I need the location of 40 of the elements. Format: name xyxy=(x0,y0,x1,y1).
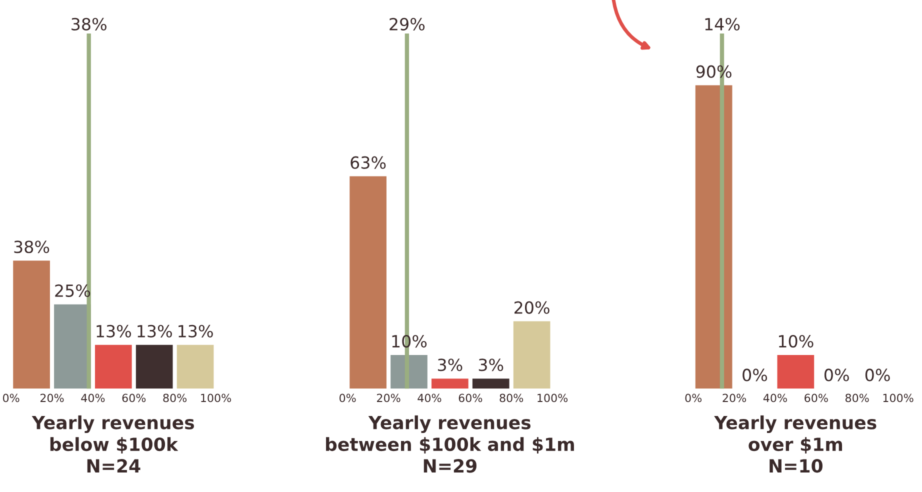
data-label: 38% xyxy=(14,240,50,254)
ref-line-label: 29% xyxy=(390,18,425,30)
x-axis-title: Yearly revenues between $100k and $1m N=29 xyxy=(326,415,574,473)
data-label: 20% xyxy=(514,301,550,314)
x-tick-label: 80% xyxy=(163,394,187,402)
x-tick-label: 60% xyxy=(122,394,146,402)
x-tick-label: 100% xyxy=(538,394,568,402)
x-tick-label: 20% xyxy=(40,394,64,402)
x-tick-label: 0% xyxy=(685,394,702,402)
bar xyxy=(513,321,550,389)
bar xyxy=(472,378,510,389)
x-tick-label: 80% xyxy=(845,394,869,402)
ref-line-label: 38% xyxy=(72,18,106,30)
x-tick-label: 20% xyxy=(376,394,400,402)
x-tick-label: 80% xyxy=(500,394,524,402)
data-label: 63% xyxy=(350,156,386,169)
data-label: 0% xyxy=(824,368,849,382)
x-tick-label: 0% xyxy=(2,394,20,402)
x-tick-label: 20% xyxy=(722,394,746,402)
data-label: 3% xyxy=(438,358,462,372)
bar xyxy=(432,378,468,389)
data-label: 13% xyxy=(96,324,132,338)
x-axis-title: Yearly revenues over $1m N=10 xyxy=(714,415,876,473)
x-tick-label: 100% xyxy=(201,394,232,402)
x-tick-label: 0% xyxy=(340,394,356,402)
data-label: 13% xyxy=(138,324,172,338)
x-tick-label: 40% xyxy=(81,394,105,402)
x-tick-label: 60% xyxy=(804,394,828,402)
x-tick-label: 60% xyxy=(458,394,482,402)
x-axis-title: Yearly revenues below $100k N=24 xyxy=(32,415,194,472)
x-tick-label: 40% xyxy=(418,394,442,402)
data-label: 0% xyxy=(742,368,768,382)
data-label: 3% xyxy=(478,358,504,372)
ref-line-label: 14% xyxy=(705,18,740,30)
bar xyxy=(350,176,386,389)
x-tick-label: 100% xyxy=(883,394,914,402)
x-tick-label: 40% xyxy=(763,394,787,402)
data-label: 10% xyxy=(778,334,814,348)
data-label: 0% xyxy=(865,368,890,382)
data-label: 13% xyxy=(178,324,213,338)
